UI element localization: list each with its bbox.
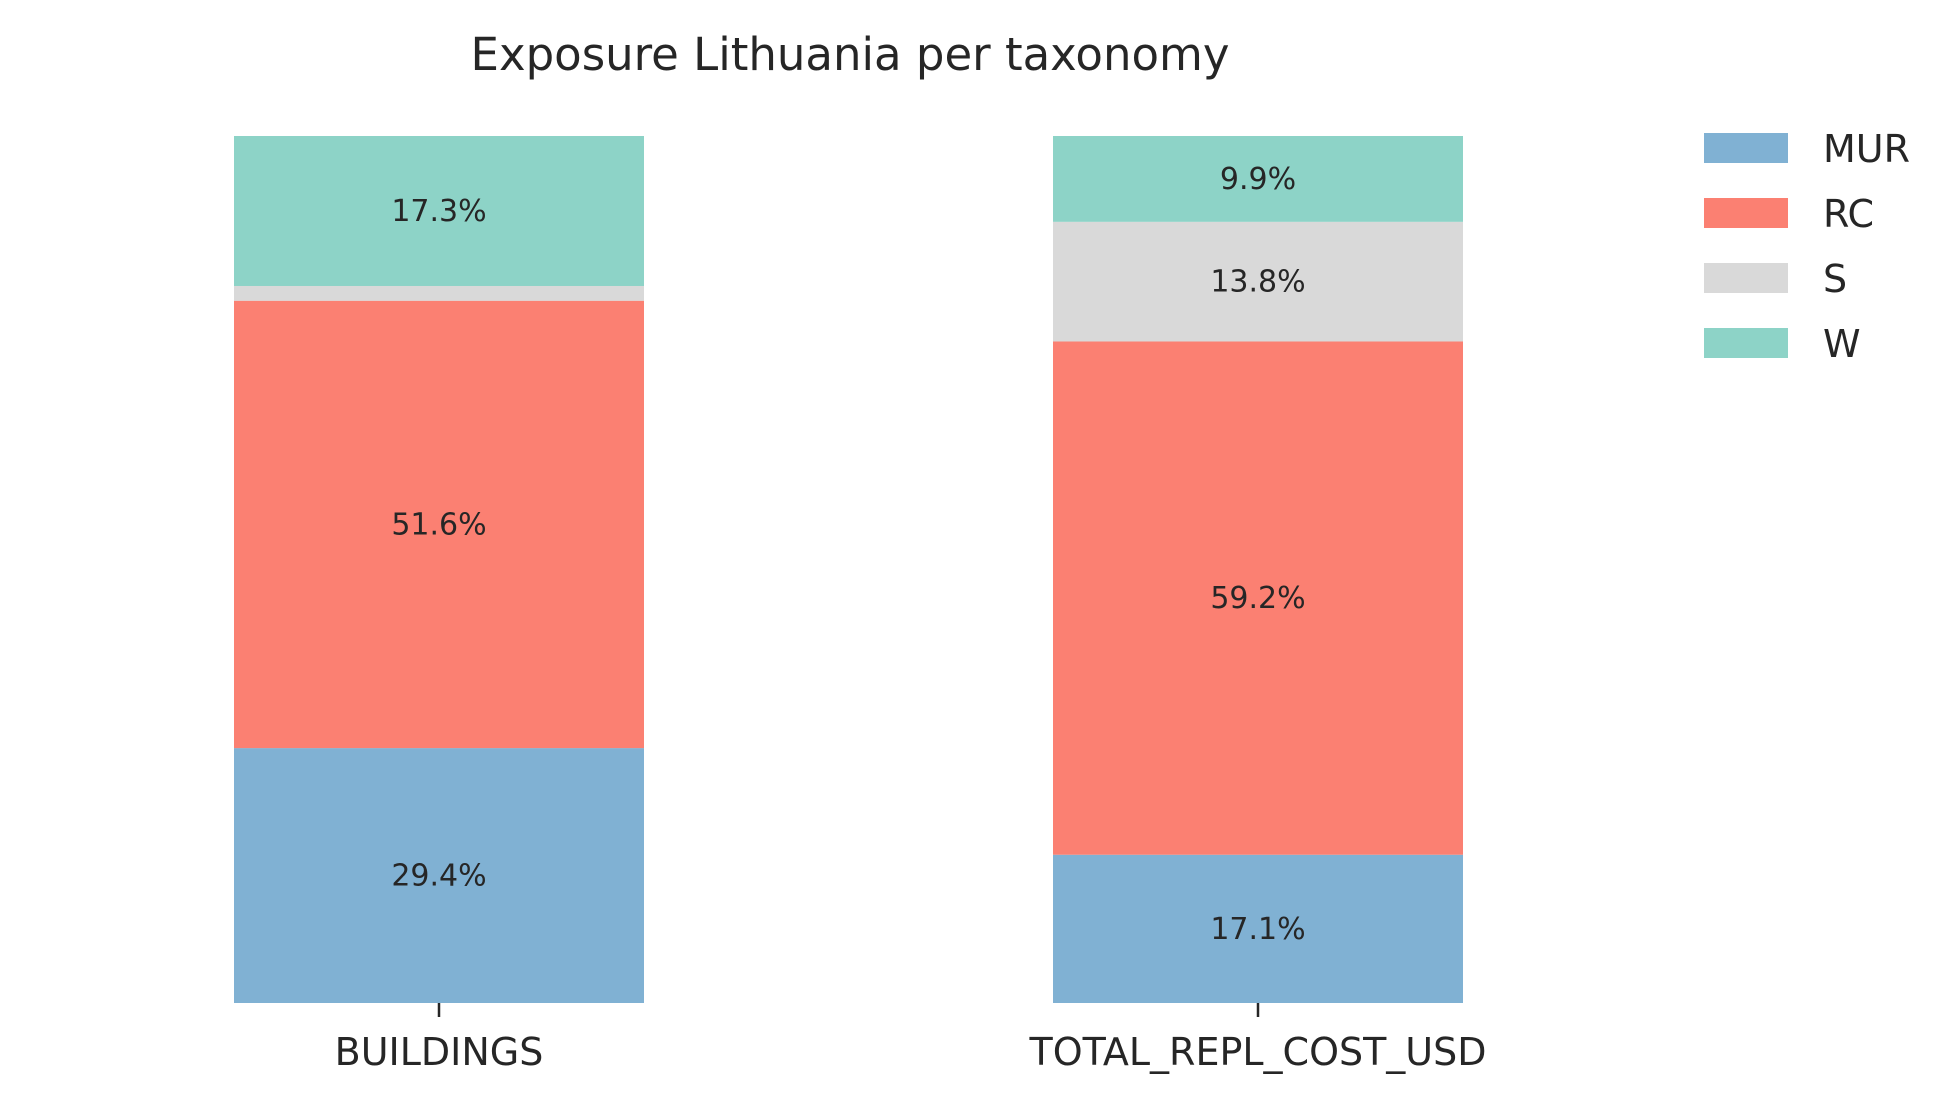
legend-item-rc: RC	[1704, 192, 1874, 236]
bar-segment-total-repl-cost-usd-mur	[1053, 854, 1463, 1003]
x-tick-label-total-repl-cost-usd: TOTAL_REPL_COST_USD	[1028, 1030, 1486, 1074]
legend-label-w: W	[1823, 322, 1861, 366]
legend-item-mur: MUR	[1704, 127, 1910, 171]
chart-title: Exposure Lithuania per taxonomy	[471, 28, 1230, 81]
bar-segment-buildings-s	[234, 285, 644, 301]
data-labels-layer: 29.4% 51.6% 17.3% 17.1% 59.2% 13.8% 9.9%	[391, 162, 1305, 947]
bar-segment-buildings-w	[234, 136, 644, 286]
data-label-buildings-mur: 29.4%	[391, 859, 486, 894]
data-label-total-repl-cost-usd-rc: 59.2%	[1210, 581, 1305, 616]
data-label-buildings-rc: 51.6%	[391, 507, 486, 542]
bar-segment-total-repl-cost-usd-s	[1053, 221, 1463, 342]
legend-swatch-w	[1704, 328, 1788, 358]
data-label-buildings-w: 17.3%	[391, 194, 486, 229]
legend-item-w: W	[1704, 322, 1861, 366]
data-label-total-repl-cost-usd-s: 13.8%	[1210, 265, 1305, 300]
legend-label-rc: RC	[1823, 192, 1874, 236]
x-axis: BUILDINGS TOTAL_REPL_COST_USD	[335, 1003, 1487, 1074]
bar-segment-total-repl-cost-usd-w	[1053, 136, 1463, 222]
legend-swatch-mur	[1704, 133, 1788, 163]
data-label-total-repl-cost-usd-mur: 17.1%	[1210, 912, 1305, 947]
legend-label-mur: MUR	[1823, 127, 1910, 171]
legend-swatch-s	[1704, 263, 1788, 293]
legend-item-s: S	[1704, 257, 1847, 301]
x-tick-label-buildings: BUILDINGS	[335, 1030, 544, 1074]
bars-layer	[234, 136, 1463, 1003]
legend-label-s: S	[1823, 257, 1847, 301]
data-label-total-repl-cost-usd-w: 9.9%	[1220, 162, 1296, 197]
bar-segment-total-repl-cost-usd-rc	[1053, 341, 1463, 855]
legend-swatch-rc	[1704, 198, 1788, 228]
legend: MUR RC SW	[1704, 127, 1910, 366]
bar-segment-buildings-mur	[234, 748, 644, 1003]
bar-segment-buildings-rc	[234, 300, 644, 749]
